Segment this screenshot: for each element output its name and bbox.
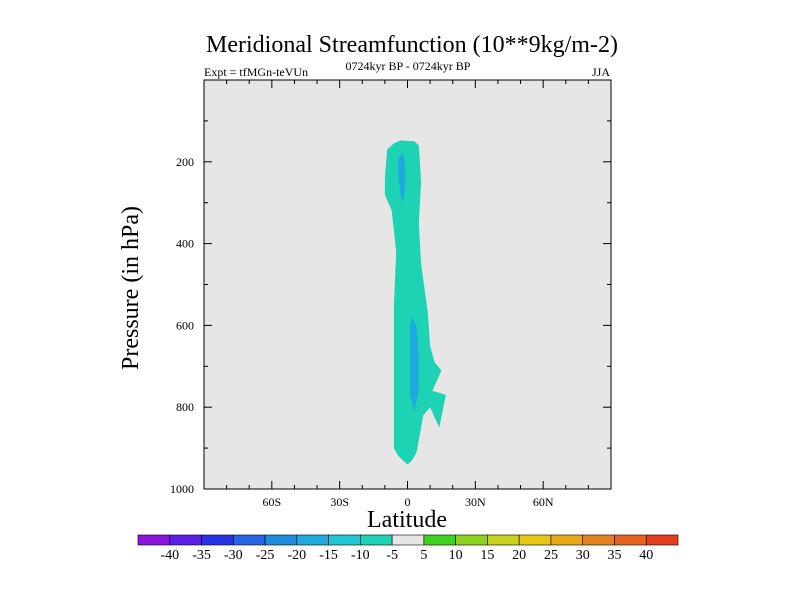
colorbar-label: -25 [256, 548, 275, 563]
colorbar-box [137, 534, 171, 546]
colorbar-label: 10 [449, 548, 463, 563]
x-tick-label: 30N [465, 495, 486, 509]
x-tick-label: 60N [533, 495, 554, 509]
colorbar-box [645, 534, 679, 546]
subtitle-center: 0724kyr BP - 0724kyr BP [346, 59, 471, 73]
colorbar-box [391, 534, 425, 546]
y-tick-label: 600 [176, 318, 194, 332]
colorbar-box [455, 534, 488, 546]
contour-region-0 [384, 140, 446, 465]
x-axis-label: Latitude [367, 507, 447, 533]
x-tick-label: 60S [262, 495, 281, 509]
chart-title: Meridional Streamfunction (10**9kg/m-2) [206, 32, 618, 58]
colorbar-box [328, 534, 361, 546]
colorbar-box [201, 534, 234, 546]
contour-region-1 [398, 153, 406, 203]
colorbar-box [360, 534, 393, 546]
x-tick-label: 30S [330, 495, 349, 509]
colorbar-box [518, 534, 552, 546]
x-tick-label: 0 [405, 495, 411, 509]
y-tick-label: 200 [176, 155, 194, 169]
y-tick-label: 400 [176, 237, 194, 251]
colorbar-box [169, 534, 202, 546]
colorbar-label: -20 [287, 548, 306, 563]
colorbar-label: 35 [607, 548, 621, 563]
colorbar-label: -10 [351, 548, 370, 563]
colorbar-label: -15 [319, 548, 338, 563]
y-axis-label: Pressure (in hPa) [118, 206, 144, 370]
colorbar-box [296, 534, 329, 546]
colorbar-box [582, 534, 615, 546]
colorbar-label: 25 [544, 548, 558, 563]
colorbar-box [264, 534, 298, 546]
colorbar-label: 40 [639, 548, 653, 563]
y-tick-label: 1000 [170, 482, 194, 496]
colorbar-box [550, 534, 584, 546]
subtitle-right: JJA [592, 65, 610, 79]
colorbar-box [614, 534, 647, 546]
colorbar-label: 5 [420, 548, 427, 563]
colorbar-label: -5 [386, 548, 398, 563]
y-tick-label: 800 [176, 400, 194, 414]
colorbar-label: -35 [192, 548, 211, 563]
colorbar-label: 15 [480, 548, 494, 563]
colorbar-label: 20 [512, 548, 526, 563]
colorbar-label: -40 [160, 548, 179, 563]
subtitle-left: Expt = tfMGn-teVUn [204, 65, 308, 79]
colorbar-label: -30 [224, 548, 243, 563]
colorbar-label: 30 [576, 548, 590, 563]
colorbar-box [423, 534, 456, 546]
colorbar-box [232, 534, 266, 546]
colorbar-box [487, 534, 520, 546]
contour-region-2 [409, 317, 419, 412]
